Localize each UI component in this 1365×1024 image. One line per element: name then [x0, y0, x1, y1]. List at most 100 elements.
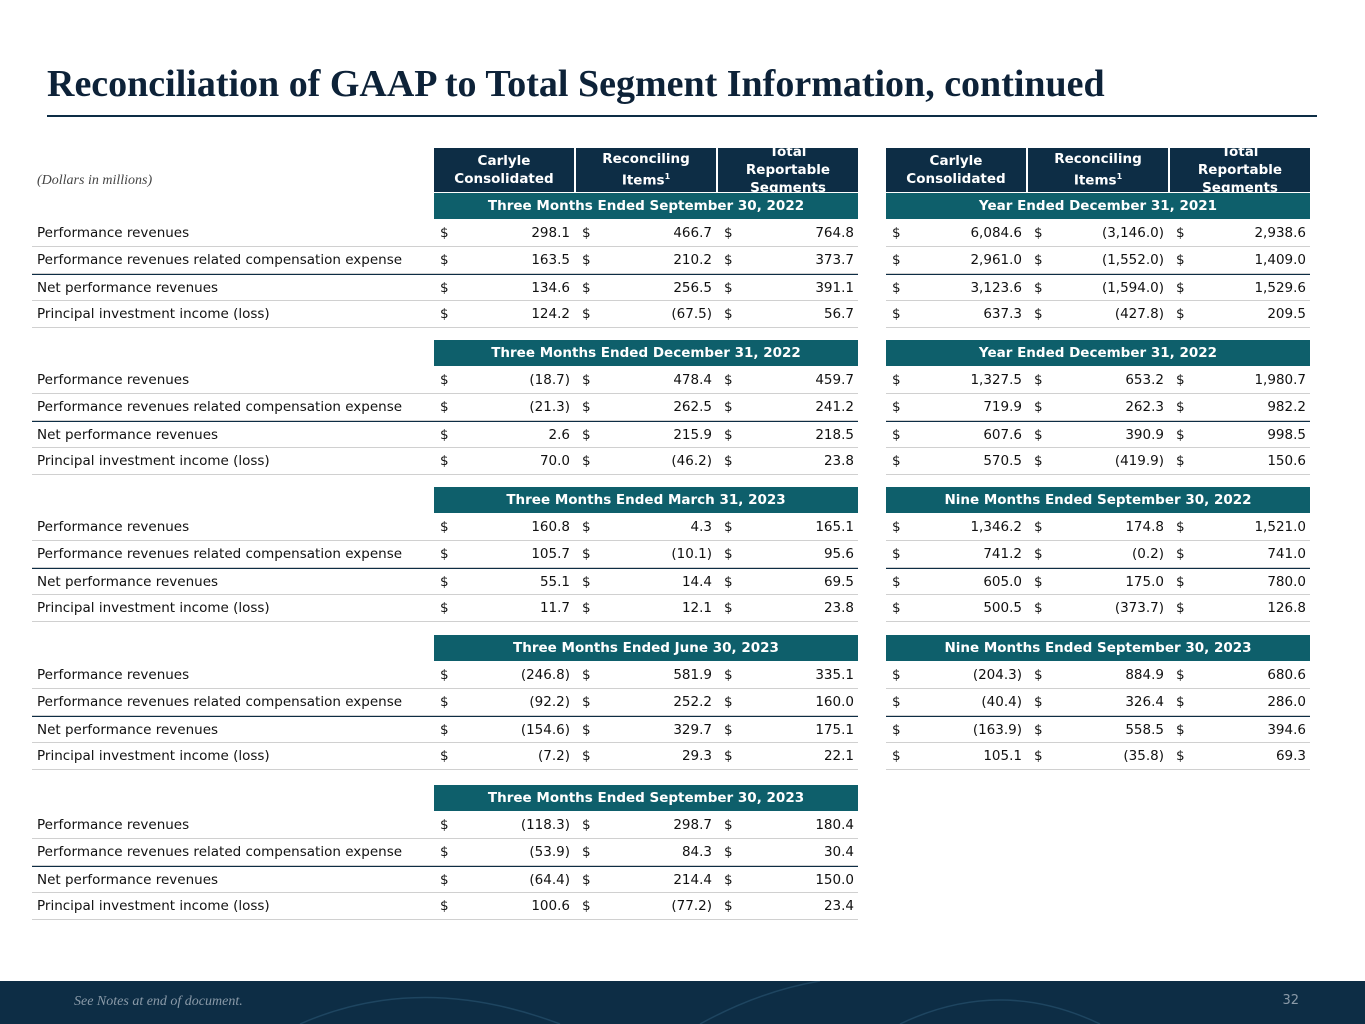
- table-row: Performance revenues $ (118.3) $298.7 $180.4: [32, 812, 858, 839]
- cell-value: 124.2: [531, 306, 570, 322]
- footnote-mark: 1: [664, 172, 671, 182]
- cell-value: 180.4: [815, 817, 854, 833]
- cell-value: 70.0: [539, 453, 570, 469]
- currency-sign: $: [440, 748, 449, 764]
- column-header-text: Total Reportable Segments: [1197, 144, 1283, 196]
- currency-sign: $: [1034, 722, 1043, 738]
- currency-sign: $: [1176, 694, 1185, 710]
- cell-value: (64.4): [529, 872, 570, 888]
- currency-sign: $: [440, 280, 449, 296]
- currency-sign: $: [724, 694, 733, 710]
- currency-sign: $: [1034, 372, 1043, 388]
- currency-sign: $: [440, 722, 449, 738]
- period-bar: Year Ended December 31, 2021: [886, 193, 1310, 219]
- currency-sign: $: [582, 546, 591, 562]
- currency-sign: $: [724, 372, 733, 388]
- cell-value: 30.4: [823, 844, 854, 860]
- cell-value: (40.4): [981, 694, 1022, 710]
- cell-value: 329.7: [673, 722, 712, 738]
- cell-value: 14.4: [681, 574, 712, 590]
- currency-sign: $: [892, 519, 901, 535]
- cell-value: 214.4: [673, 872, 712, 888]
- cell-value: 105.1: [983, 748, 1022, 764]
- cell-value: (92.2): [529, 694, 570, 710]
- column-header: Reconciling Items1: [576, 148, 718, 192]
- cell-value: 500.5: [983, 600, 1022, 616]
- cell-value: (18.7): [529, 372, 570, 388]
- currency-sign: $: [724, 844, 733, 860]
- cell-value: 286.0: [1267, 694, 1306, 710]
- row-label: Performance revenues related compensatio…: [37, 252, 403, 268]
- cell-value: (21.3): [529, 399, 570, 415]
- currency-sign: $: [1034, 453, 1043, 469]
- cell-value: (1,552.0): [1101, 252, 1164, 268]
- cell-value: 3,123.6: [970, 280, 1022, 296]
- row-label: Performance revenues related compensatio…: [37, 546, 403, 562]
- currency-sign: $: [440, 546, 449, 562]
- currency-sign: $: [582, 898, 591, 914]
- cell-value: 298.1: [531, 225, 570, 241]
- cell-value: 23.8: [823, 600, 854, 616]
- table-row: $105.1 $ (35.8) $69.3: [886, 743, 1310, 770]
- cell-value: 105.7: [531, 546, 570, 562]
- column-header: Total Reportable Segments: [1170, 144, 1312, 196]
- cell-value: 84.3: [681, 844, 712, 860]
- currency-sign: $: [892, 546, 901, 562]
- title-rule: [47, 115, 1317, 117]
- currency-sign: $: [724, 453, 733, 469]
- cell-value: 174.8: [1125, 519, 1164, 535]
- currency-sign: $: [440, 225, 449, 241]
- cell-value: 150.0: [815, 872, 854, 888]
- cell-value: (0.2): [1131, 546, 1164, 562]
- table-row: $2,961.0 $ (1,552.0) $1,409.0: [886, 247, 1310, 274]
- table-row: Net performance revenues $2.6 $215.9 $218.5: [32, 421, 858, 448]
- currency-sign: $: [440, 427, 449, 443]
- cell-value: 394.6: [1267, 722, 1306, 738]
- currency-sign: $: [1034, 667, 1043, 683]
- cell-value: 1,521.0: [1254, 519, 1306, 535]
- row-label: Net performance revenues: [37, 574, 219, 590]
- table-row: Performance revenues related compensatio…: [32, 247, 858, 274]
- period-bar: Year Ended December 31, 2022: [886, 340, 1310, 366]
- currency-sign: $: [892, 427, 901, 443]
- currency-sign: $: [1034, 306, 1043, 322]
- currency-sign: $: [724, 748, 733, 764]
- row-label: Principal investment income (loss): [37, 306, 270, 322]
- column-header: Carlyle Consolidated: [434, 148, 576, 192]
- currency-sign: $: [1034, 748, 1043, 764]
- currency-sign: $: [440, 898, 449, 914]
- currency-sign: $: [440, 817, 449, 833]
- table-row: $ (204.3) $884.9 $680.6: [886, 662, 1310, 689]
- table-row: $ (163.9) $558.5 $394.6: [886, 716, 1310, 743]
- currency-sign: $: [892, 600, 901, 616]
- currency-sign: $: [582, 667, 591, 683]
- currency-sign: $: [440, 872, 449, 888]
- currency-sign: $: [1034, 546, 1043, 562]
- currency-sign: $: [892, 667, 901, 683]
- currency-sign: $: [724, 817, 733, 833]
- cell-value: 6,084.6: [970, 225, 1022, 241]
- currency-sign: $: [1176, 280, 1185, 296]
- table-row: $719.9 $262.3 $982.2: [886, 394, 1310, 421]
- currency-sign: $: [582, 225, 591, 241]
- cell-value: 607.6: [983, 427, 1022, 443]
- table-row: Principal investment income (loss) $100.6…: [32, 893, 858, 920]
- cell-value: (154.6): [520, 722, 570, 738]
- currency-sign: $: [892, 280, 901, 296]
- currency-sign: $: [724, 546, 733, 562]
- table-row: $1,327.5 $653.2 $1,980.7: [886, 367, 1310, 394]
- cell-value: 680.6: [1267, 667, 1306, 683]
- cell-value: (77.2): [671, 898, 712, 914]
- currency-sign: $: [1034, 574, 1043, 590]
- column-header: Reconciling Items1: [1028, 148, 1170, 192]
- cell-value: 1,327.5: [970, 372, 1022, 388]
- currency-sign: $: [440, 453, 449, 469]
- currency-sign: $: [724, 667, 733, 683]
- table-row: Performance revenues $160.8 $4.3 $165.1: [32, 514, 858, 541]
- currency-sign: $: [582, 722, 591, 738]
- currency-sign: $: [582, 372, 591, 388]
- currency-sign: $: [582, 280, 591, 296]
- cell-value: 459.7: [815, 372, 854, 388]
- cell-value: 23.8: [823, 453, 854, 469]
- cell-value: (246.8): [520, 667, 570, 683]
